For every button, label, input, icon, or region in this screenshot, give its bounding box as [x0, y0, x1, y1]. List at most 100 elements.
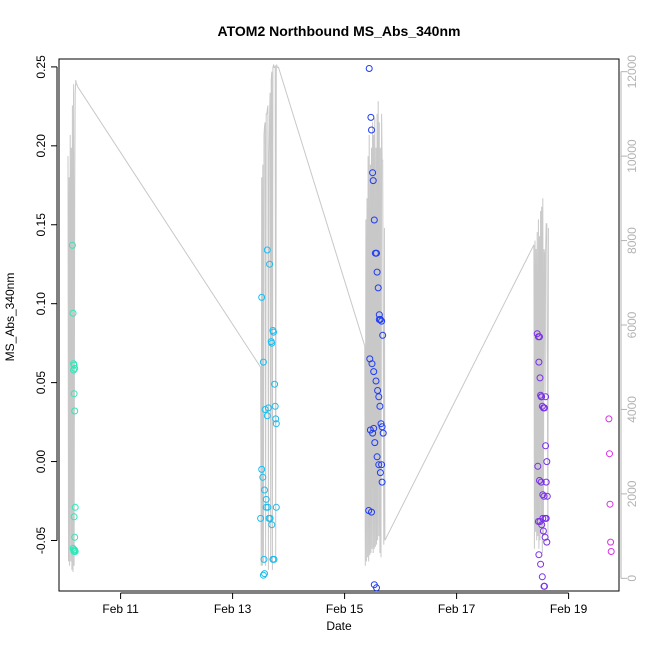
y-tick-label: 0.25 [34, 55, 48, 79]
data-point [262, 503, 270, 511]
data-point [71, 364, 79, 372]
data-point [607, 538, 615, 546]
data-point [369, 177, 377, 185]
data-point [606, 450, 613, 458]
data-point [375, 461, 383, 469]
data-point [542, 442, 550, 450]
data-point [272, 503, 280, 511]
data-point [266, 260, 274, 268]
data-point [537, 393, 545, 401]
data-point [271, 402, 279, 410]
data-point [538, 402, 546, 410]
data-point [367, 113, 375, 121]
data-point [270, 328, 277, 336]
y2-tick-label: 8000 [625, 227, 639, 254]
data-point [379, 429, 387, 437]
data-point [263, 412, 271, 420]
data-point [378, 478, 386, 486]
data-point [261, 406, 269, 413]
data-point [378, 461, 386, 469]
data-point [70, 366, 78, 374]
data-point [377, 420, 385, 428]
data-point [70, 361, 78, 369]
data-point [539, 514, 547, 522]
data-point [262, 495, 270, 503]
data-point [257, 514, 265, 522]
data-point [375, 311, 383, 319]
data-point [539, 491, 547, 499]
y2-tick-label: 0 [625, 575, 639, 582]
data-point [261, 486, 268, 494]
secondary-series-line [67, 63, 549, 573]
data-point [259, 473, 267, 481]
data-point [259, 358, 267, 366]
data-point [605, 415, 613, 423]
data-point [70, 513, 78, 521]
y2-tick-label: 2000 [625, 480, 639, 507]
data-point [543, 492, 551, 500]
data-point [535, 551, 543, 559]
data-point [543, 458, 551, 466]
data-point [374, 284, 382, 292]
data-point [268, 339, 276, 347]
data-point [271, 380, 279, 388]
data-point [536, 374, 544, 382]
data-point [375, 316, 383, 323]
data-point [373, 453, 381, 461]
data-point [368, 508, 375, 516]
data-point [541, 404, 548, 412]
data-point [365, 65, 373, 72]
data-point [369, 429, 377, 437]
data-point [538, 573, 546, 581]
data-point [370, 424, 378, 432]
data-point [71, 533, 79, 541]
y2-tick-label: 6000 [625, 311, 639, 338]
data-point [263, 246, 271, 254]
y-tick-label: 0.15 [34, 213, 48, 237]
x-tick-label: Feb 17 [438, 602, 476, 616]
plot-frame [58, 58, 620, 592]
data-point [537, 478, 545, 486]
data-point [541, 533, 549, 541]
y-tick-label: 0.10 [34, 292, 48, 316]
y-axis-label: MS_Abs_340nm [3, 273, 17, 362]
y-tick-label: 0.05 [34, 371, 48, 395]
data-point [542, 393, 550, 401]
data-point [542, 514, 550, 522]
data-point [368, 360, 376, 368]
data-point [258, 465, 266, 473]
data-point [539, 527, 547, 535]
x-axis-label: Date [326, 619, 352, 633]
data-point [71, 548, 79, 555]
data-point [541, 582, 548, 590]
data-point [536, 477, 543, 484]
data-point [370, 216, 378, 224]
data-point [260, 555, 268, 563]
x-tick-label: Feb 15 [326, 602, 364, 616]
x-tick-label: Feb 19 [550, 602, 588, 616]
data-point [259, 571, 267, 579]
data-point [371, 439, 379, 447]
y-tick-label: 0.00 [34, 450, 48, 474]
data-point [375, 393, 383, 401]
chart-title: ATOM2 Northbound MS_Abs_340nm [218, 23, 461, 39]
data-point [374, 387, 382, 394]
data-point [272, 420, 280, 428]
y2-tick-label: 12000 [625, 55, 639, 89]
data-point [536, 333, 543, 341]
data-point [68, 241, 76, 249]
data-point [71, 407, 79, 415]
data-point [264, 404, 272, 412]
y-tick-label: 0.20 [34, 134, 48, 158]
data-point [272, 415, 280, 423]
data-point [379, 331, 387, 339]
data-point [376, 402, 384, 410]
data-point [71, 503, 79, 511]
x-tick-label: Feb 11 [102, 602, 139, 616]
data-point [258, 293, 266, 301]
data-point [70, 390, 78, 398]
data-point [543, 538, 551, 546]
y2-tick-label: 10000 [625, 139, 639, 173]
data-point [373, 584, 380, 592]
